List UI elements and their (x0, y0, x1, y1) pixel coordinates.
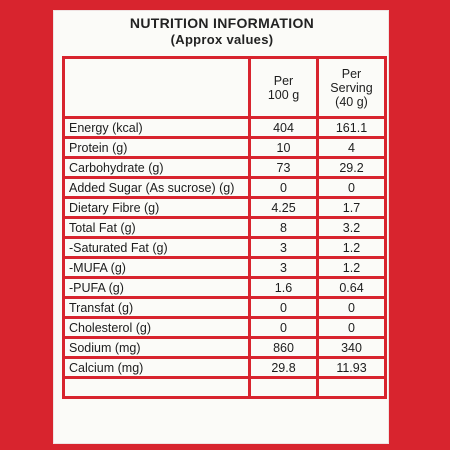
value-per-serving: 1.7 (316, 196, 387, 219)
value-per-100g: 0 (248, 176, 319, 199)
header-per-100g-line: 100 g (267, 87, 300, 102)
nutrient-name: Total Fat (g) (62, 216, 251, 239)
value-per-100g: 10 (248, 136, 319, 159)
header-per-100g-line: Per (273, 73, 294, 88)
nutrient-name: Calcium (mg) (62, 356, 251, 379)
value-per-100g: 29.8 (248, 356, 319, 379)
nutrient-name: Energy (kcal) (62, 116, 251, 139)
empty-cell (248, 376, 319, 399)
value-per-serving: 0 (316, 176, 387, 199)
nutrient-name: Dietary Fibre (g) (62, 196, 251, 219)
nutrient-name: Cholesterol (g) (62, 316, 251, 339)
value-per-100g: 73 (248, 156, 319, 179)
value-per-100g: 860 (248, 336, 319, 359)
table-header-row: Per 100 g Per Serving (40 g) (62, 56, 387, 119)
value-per-serving: 29.2 (316, 156, 387, 179)
nutrition-table-body: Energy (kcal) 404 161.1 Protein (g) 10 4 Carbo… (62, 116, 387, 399)
value-per-serving: 0 (316, 296, 387, 319)
header-per-serving-line: Serving (330, 80, 373, 95)
table-row-empty (62, 376, 387, 399)
nutrition-table: Per 100 g Per Serving (40 g) Energy (kca… (62, 56, 387, 399)
value-per-100g: 404 (248, 116, 319, 139)
nutrient-name: -MUFA (g) (62, 256, 251, 279)
header-per-serving: Per Serving (40 g) (316, 56, 387, 119)
nutrient-name: Carbohydrate (g) (62, 156, 251, 179)
header-nutrient-blank (62, 56, 251, 119)
value-per-serving: 3.2 (316, 216, 387, 239)
header-per-100g: Per 100 g (248, 56, 319, 119)
value-per-serving: 4 (316, 136, 387, 159)
nutrient-name: -Saturated Fat (g) (62, 236, 251, 259)
value-per-serving: 0 (316, 316, 387, 339)
value-per-serving: 340 (316, 336, 387, 359)
table-row: Sodium (mg) 860 340 (62, 336, 387, 359)
table-row: Cholesterol (g) 0 0 (62, 316, 387, 339)
nutrient-name: Protein (g) (62, 136, 251, 159)
nutrient-name: Transfat (g) (62, 296, 251, 319)
value-per-100g: 8 (248, 216, 319, 239)
label-title: NUTRITION INFORMATION (129, 15, 315, 31)
nutrient-name: Sodium (mg) (62, 336, 251, 359)
value-per-serving: 1.2 (316, 236, 387, 259)
table-row: Dietary Fibre (g) 4.25 1.7 (62, 196, 387, 219)
table-row: Protein (g) 10 4 (62, 136, 387, 159)
value-per-100g: 3 (248, 236, 319, 259)
table-row: Calcium (mg) 29.8 11.93 (62, 356, 387, 379)
value-per-serving: 0.64 (316, 276, 387, 299)
value-per-100g: 0 (248, 316, 319, 339)
empty-cell (62, 376, 251, 399)
empty-cell (316, 376, 387, 399)
nutrient-name: Added Sugar (As sucrose) (g) (62, 176, 251, 199)
table-row: Transfat (g) 0 0 (62, 296, 387, 319)
value-per-100g: 1.6 (248, 276, 319, 299)
value-per-100g: 0 (248, 296, 319, 319)
table-row: Added Sugar (As sucrose) (g) 0 0 (62, 176, 387, 199)
value-per-100g: 3 (248, 256, 319, 279)
label-subtitle: (Approx values) (170, 32, 274, 47)
value-per-serving: 1.2 (316, 256, 387, 279)
header-per-serving-line: Per (341, 66, 362, 81)
table-row: -MUFA (g) 3 1.2 (62, 256, 387, 279)
value-per-serving: 11.93 (316, 356, 387, 379)
table-row: Total Fat (g) 8 3.2 (62, 216, 387, 239)
table-row: Carbohydrate (g) 73 29.2 (62, 156, 387, 179)
header-per-serving-line: (40 g) (335, 94, 368, 109)
value-per-serving: 161.1 (316, 116, 387, 139)
table-row: -Saturated Fat (g) 3 1.2 (62, 236, 387, 259)
value-per-100g: 4.25 (248, 196, 319, 219)
nutrient-name: -PUFA (g) (62, 276, 251, 299)
table-row: -PUFA (g) 1.6 0.64 (62, 276, 387, 299)
table-row: Energy (kcal) 404 161.1 (62, 116, 387, 139)
nutrition-label-panel: NUTRITION INFORMATION (Approx values) Pe… (53, 10, 389, 444)
